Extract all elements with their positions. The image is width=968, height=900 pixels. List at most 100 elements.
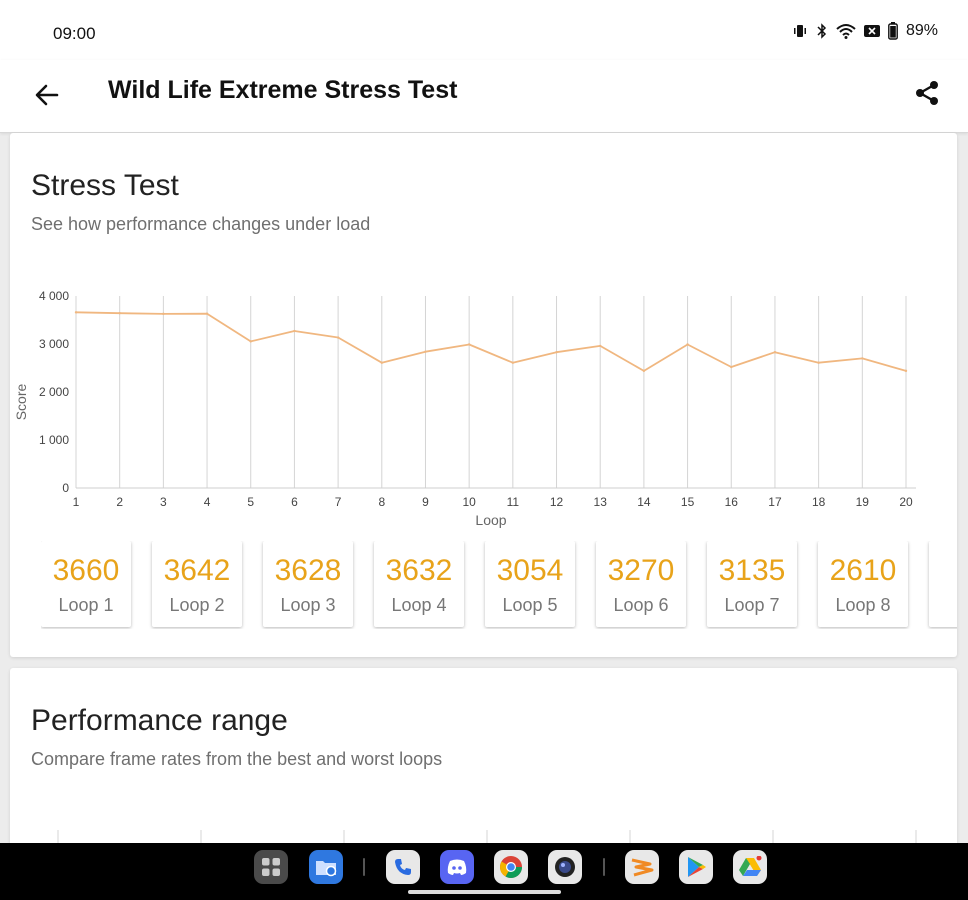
vibrate-icon [792,23,808,39]
loop-score-value: 3270 [607,554,675,587]
back-button[interactable] [28,76,66,114]
google-drive-icon[interactable] [733,850,767,884]
loop-score-value: 3660 [52,554,120,587]
data-point [904,369,908,373]
battery-icon [888,22,898,40]
loop-score-card[interactable]: 3135 Loop 7 [707,541,797,627]
y-tick-label: 0 [62,481,69,495]
loop-score-card[interactable]: 2610 Loop 8 [818,541,908,627]
file-manager-icon[interactable] [309,850,343,884]
data-point [599,344,602,348]
loop-score-card[interactable]: 3632 Loop 4 [374,541,464,627]
y-tick-label: 1 000 [39,433,69,447]
bluetooth-icon [816,23,828,39]
data-point [555,350,558,354]
play-store-icon[interactable] [679,850,713,884]
loop-label: Loop 5 [502,595,558,615]
home-gesture-handle[interactable] [408,890,561,894]
x-tick-label: 5 [247,495,254,509]
data-point [336,336,340,339]
loop-label: Loop 1 [58,595,114,615]
status-bar: 09:00 89% [0,0,968,60]
performance-range-title: Performance range [31,704,288,737]
loop-label: Loop 2 [169,595,225,615]
x-tick-label: 12 [550,495,564,509]
sim-off-icon [863,24,880,38]
status-time: 09:00 [53,24,96,43]
loop-score-value: 3054 [496,554,564,587]
chrome-icon[interactable] [494,850,528,884]
loop-label: Loop 3 [280,595,336,615]
x-tick-label: 19 [856,495,870,509]
y-tick-label: 4 000 [39,289,69,303]
stress-test-title: Stress Test [31,169,179,202]
x-tick-label: 11 [507,495,520,509]
data-point [773,350,777,354]
x-tick-label: 4 [204,495,211,509]
app-bar: Wild Life Extreme Stress Test [0,60,968,133]
x-tick-label: 9 [422,495,429,509]
loop-score-value: 3632 [385,554,453,587]
data-point [293,329,296,333]
loop-score-card[interactable]: 3628 Loop 3 [263,541,353,627]
loop-score-card-partial[interactable] [929,541,957,627]
x-tick-label: 14 [637,495,651,509]
data-point [380,361,383,364]
y-tick-label: 3 000 [39,337,69,351]
loop-label: Loop 4 [391,595,447,615]
data-point [730,365,733,369]
loop-label: Loop 6 [613,595,669,615]
y-axis-label: Score [13,384,29,421]
loop-score-value: 2610 [829,554,897,587]
status-icons: 89% [792,22,938,40]
data-point [424,350,427,353]
data-point [467,343,471,346]
discord-icon[interactable] [440,850,474,884]
x-tick-label: 8 [378,495,385,509]
x-tick-label: 6 [291,495,298,509]
camera-icon[interactable] [548,850,582,884]
loop-label: Loop 8 [835,595,891,615]
x-tick-label: 7 [335,495,342,509]
data-point [861,357,864,360]
loop-label: Loop 7 [724,595,780,615]
dock-separator [363,858,365,876]
x-tick-label: 18 [812,495,826,509]
share-button[interactable] [908,74,946,112]
x-tick-label: 2 [116,495,123,509]
battery-percent: 89% [905,22,938,39]
data-point [642,369,646,373]
data-point [249,340,252,343]
3dmark-icon[interactable] [625,850,659,884]
share-icon [916,81,938,105]
stress-test-card: Stress Test See how performance changes … [10,133,957,657]
performance-range-subtitle: Compare frame rates from the best and wo… [31,749,443,769]
loop-score-value: 3135 [718,554,786,587]
x-tick-label: 17 [768,495,782,509]
loop-score-card[interactable]: 3054 Loop 5 [485,541,575,627]
performance-range-card: Performance range Compare frame rates fr… [10,668,957,858]
data-point [162,312,165,316]
x-tick-label: 1 [73,495,80,509]
x-axis-label: Loop [475,512,506,528]
apps-grid-icon[interactable] [254,850,288,884]
loop-score-value: 3642 [163,554,231,587]
x-tick-label: 3 [160,495,167,509]
x-tick-label: 10 [462,495,476,509]
x-tick-label: 13 [594,495,608,509]
series-line [75,311,907,372]
loop-score-value: 3628 [274,554,342,587]
phone-icon[interactable] [386,850,420,884]
x-tick-label: 20 [899,495,913,509]
wifi-icon [836,23,856,39]
stress-test-subtitle: See how performance changes under load [31,214,371,234]
loop-score-card[interactable]: 3660 Loop 1 [41,541,131,627]
loop-score-card[interactable]: 3270 Loop 6 [596,541,686,627]
data-point [205,312,209,315]
y-tick-label: 2 000 [39,385,69,399]
x-tick-label: 15 [681,495,695,509]
dock-separator [603,858,605,876]
loop-score-card[interactable]: 3642 Loop 2 [152,541,242,627]
loop-score-list[interactable]: 3660 Loop 1 3642 Loop 2 3628 Loop 3 3632 Loop 4… [41,541,957,629]
